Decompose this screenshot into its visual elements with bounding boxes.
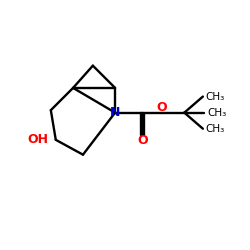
- Text: O: O: [157, 101, 168, 114]
- Text: CH₃: CH₃: [207, 108, 226, 118]
- Text: OH: OH: [28, 133, 49, 146]
- Text: N: N: [110, 106, 120, 119]
- Text: CH₃: CH₃: [206, 92, 225, 102]
- Text: O: O: [137, 134, 147, 147]
- Text: CH₃: CH₃: [206, 124, 225, 134]
